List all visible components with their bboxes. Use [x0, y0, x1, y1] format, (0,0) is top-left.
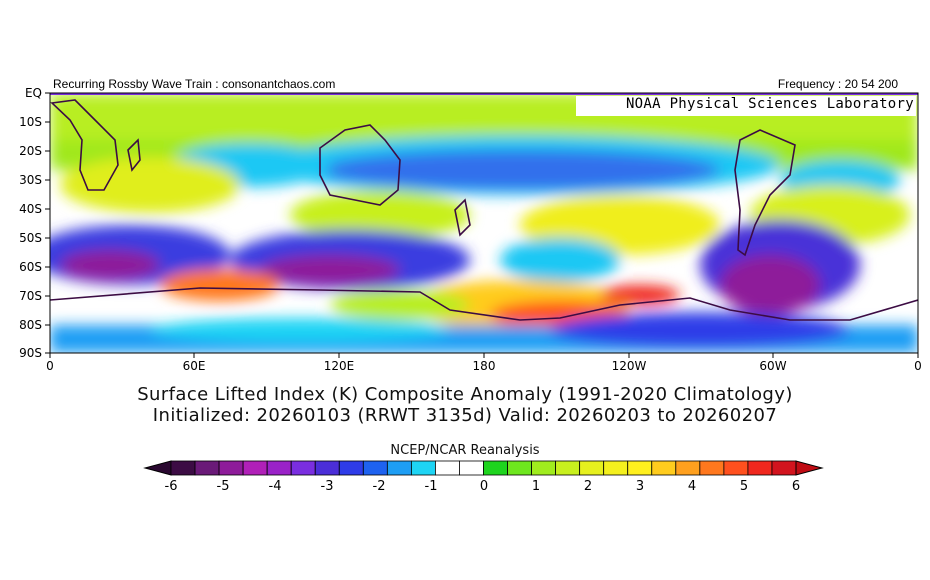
colorbar-label: 1 — [531, 479, 541, 494]
colorbar-swatch — [771, 460, 797, 476]
colorbar-swatch — [747, 460, 773, 476]
colorbar-swatch — [410, 460, 436, 476]
y-tick-label: 10S — [19, 115, 42, 129]
y-tick-label: 70S — [19, 289, 42, 303]
colorbar-swatch — [338, 460, 364, 476]
y-tick-label: 60S — [19, 260, 42, 274]
y-tick-label: 80S — [19, 318, 42, 332]
colorbar-label: 0 — [479, 479, 489, 494]
x-tick-label: 0 — [914, 359, 922, 373]
x-tick-label: 0 — [46, 359, 54, 373]
axis-ticks — [45, 92, 919, 358]
header-frequency-text: Frequency : 20 54 200 — [777, 77, 898, 91]
colorbar-swatch — [675, 460, 701, 476]
colorbar-label: -2 — [372, 479, 386, 494]
colorbar-label: -3 — [320, 479, 334, 494]
colorbar-over-arrow — [795, 460, 824, 476]
map-title-line2: Initialized: 20260103 (RRWT 3135d) Valid… — [152, 405, 778, 426]
colorbar-label: 6 — [791, 479, 801, 494]
colorbar-swatch — [194, 460, 220, 476]
colorbar-label: 4 — [687, 479, 697, 494]
colorbar-swatch — [579, 460, 605, 476]
colorbar-swatch — [242, 460, 268, 476]
anomaly-field — [50, 93, 918, 353]
map-title-line1: Surface Lifted Index (K) Composite Anoma… — [137, 384, 793, 405]
colorbar-label: 2 — [583, 479, 593, 494]
colorbar-swatch — [627, 460, 653, 476]
colorbar-swatch — [314, 460, 340, 476]
y-tick-label: 20S — [19, 144, 42, 158]
x-tick-label: 180 — [472, 359, 496, 373]
colorbar-swatch — [170, 460, 196, 476]
data-source-label: NCEP/NCAR Reanalysis — [390, 443, 540, 458]
lab-label: NOAA Physical Sciences Laboratory — [625, 96, 914, 112]
colorbar-swatch — [531, 460, 557, 476]
colorbar-label: -1 — [424, 479, 438, 494]
lab-label-box — [576, 96, 916, 116]
x-tick-label: 120E — [323, 359, 355, 373]
colorbar-swatch — [507, 460, 532, 476]
colorbar-swatch — [699, 460, 725, 476]
colorbar-swatch — [290, 460, 316, 476]
y-tick-label: 40S — [19, 202, 42, 216]
colorbar-label: -5 — [216, 479, 230, 494]
colorbar-under-arrow — [143, 460, 172, 476]
colorbar-swatch — [362, 460, 388, 476]
colorbar-swatch — [651, 460, 677, 476]
y-tick-label: 30S — [19, 173, 42, 187]
header-left-text: Recurring Rossby Wave Train : consonantc… — [53, 77, 336, 91]
colorbar-swatch — [266, 460, 292, 476]
colorbar-swatch — [459, 460, 484, 476]
colorbar-label: 3 — [635, 479, 645, 494]
coastlines — [50, 99, 918, 321]
y-tick-label: 90S — [19, 346, 42, 360]
colorbar-swatch — [603, 460, 629, 476]
y-tick-label: EQ — [24, 86, 42, 100]
colorbar-label: 5 — [739, 479, 749, 494]
colorbar-swatch — [723, 460, 749, 476]
colorbar-swatch — [435, 460, 460, 476]
colorbar-swatch — [386, 460, 412, 476]
x-tick-label: 60E — [182, 359, 206, 373]
colorbar-swatch — [218, 460, 244, 476]
x-tick-label: 60W — [759, 359, 787, 373]
colorbar-swatch — [555, 460, 581, 476]
y-tick-label: 50S — [19, 231, 42, 245]
x-tick-label: 120W — [611, 359, 647, 373]
colorbar-swatch — [483, 460, 508, 476]
colorbar-label: -6 — [164, 479, 178, 494]
colorbar-label: -4 — [268, 479, 282, 494]
